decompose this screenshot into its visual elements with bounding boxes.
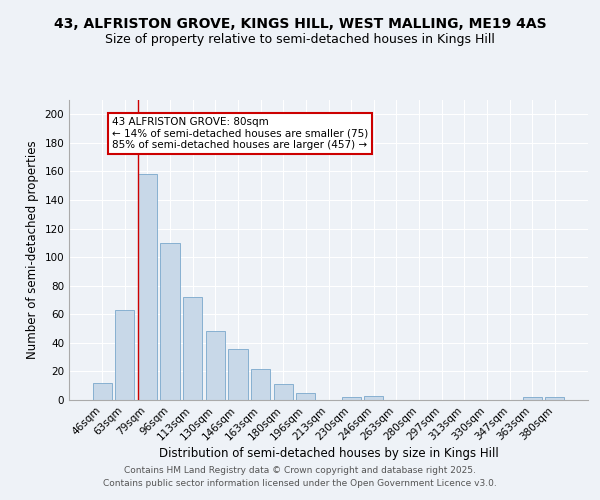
Bar [183, 297, 202, 400]
Bar [115, 310, 134, 400]
Text: Contains public sector information licensed under the Open Government Licence v3: Contains public sector information licen… [103, 478, 497, 488]
Bar [274, 384, 293, 400]
Bar [364, 396, 383, 400]
Y-axis label: Number of semi-detached properties: Number of semi-detached properties [26, 140, 39, 360]
Text: 43 ALFRISTON GROVE: 80sqm
← 14% of semi-detached houses are smaller (75)
85% of : 43 ALFRISTON GROVE: 80sqm ← 14% of semi-… [112, 117, 368, 150]
Bar [341, 397, 361, 400]
Bar [296, 393, 316, 400]
Bar [229, 348, 248, 400]
Text: Contains HM Land Registry data © Crown copyright and database right 2025.: Contains HM Land Registry data © Crown c… [124, 466, 476, 475]
Text: 43, ALFRISTON GROVE, KINGS HILL, WEST MALLING, ME19 4AS: 43, ALFRISTON GROVE, KINGS HILL, WEST MA… [53, 18, 547, 32]
Bar [92, 383, 112, 400]
Bar [545, 397, 565, 400]
Bar [138, 174, 157, 400]
Text: Size of property relative to semi-detached houses in Kings Hill: Size of property relative to semi-detach… [105, 32, 495, 46]
Bar [251, 368, 270, 400]
Bar [160, 243, 180, 400]
X-axis label: Distribution of semi-detached houses by size in Kings Hill: Distribution of semi-detached houses by … [158, 448, 499, 460]
Bar [523, 397, 542, 400]
Bar [206, 332, 225, 400]
